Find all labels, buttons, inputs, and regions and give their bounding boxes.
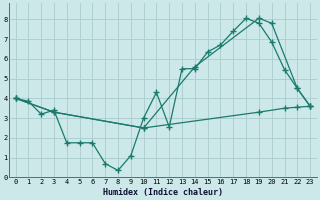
X-axis label: Humidex (Indice chaleur): Humidex (Indice chaleur): [103, 188, 223, 197]
